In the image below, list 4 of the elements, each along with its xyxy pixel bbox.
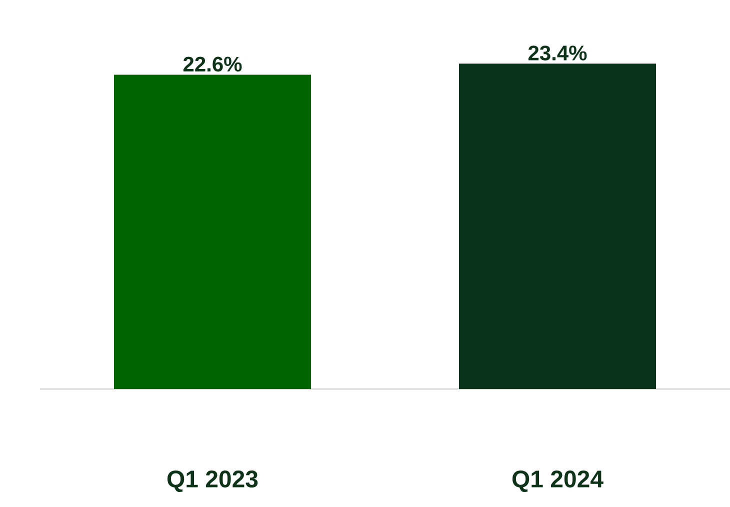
data-label: 22.6% [183,56,242,72]
x-tick-label: Q1 2023 [167,470,258,492]
data-label: 23.4% [528,46,587,60]
x-tick-label: Q1 2024 [512,470,604,492]
